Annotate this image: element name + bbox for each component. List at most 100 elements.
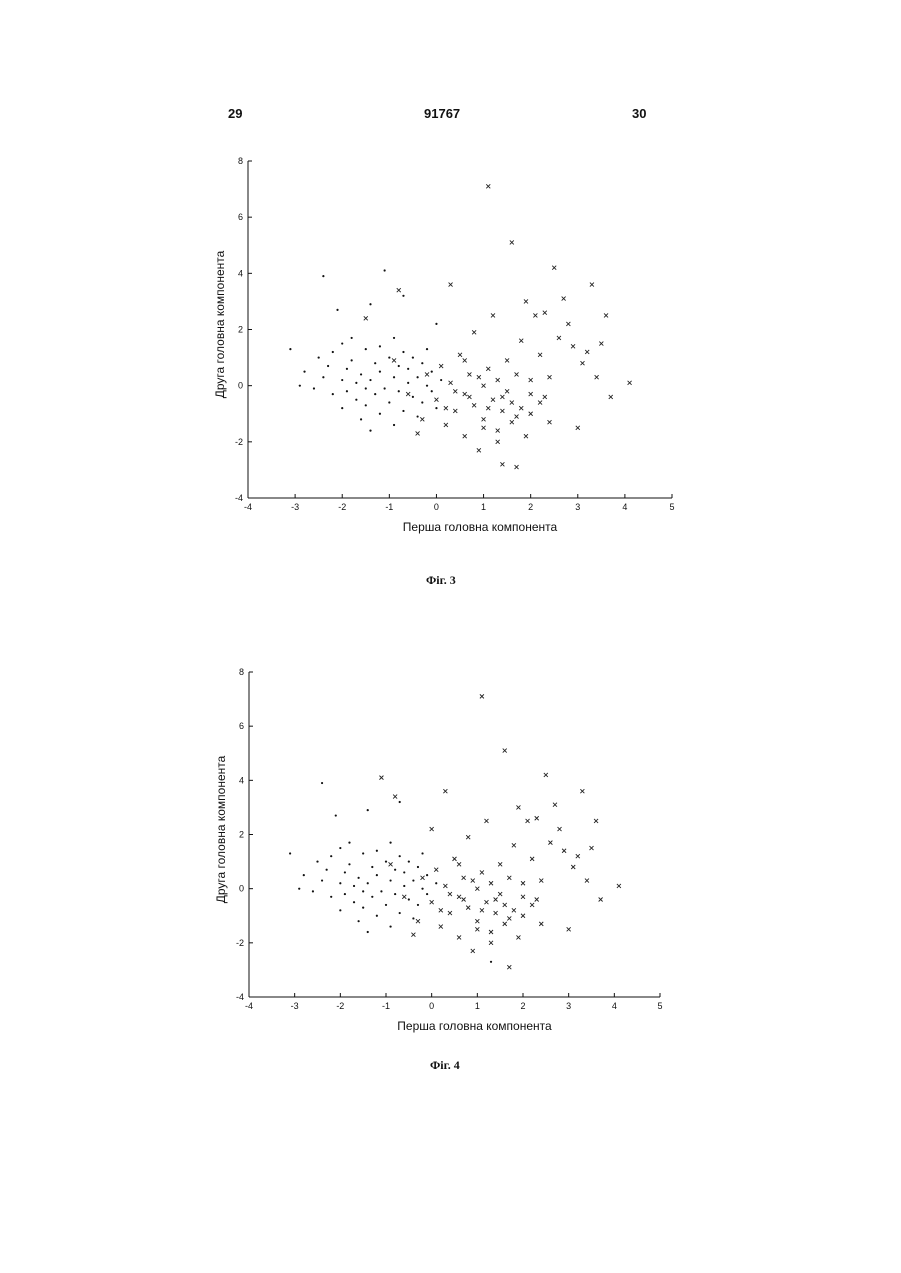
x-tick-label: -4 (245, 1001, 253, 1011)
scatter-point-cross (539, 879, 543, 883)
scatter-point-cross (507, 965, 511, 969)
scatter-point-cross (503, 749, 507, 753)
scatter-point-cross (463, 434, 467, 438)
scatter-point-cross (449, 283, 453, 287)
scatter-point-dot (417, 866, 419, 868)
scatter-point-dot (376, 915, 378, 917)
scatter-point-cross (448, 911, 452, 915)
scatter-point-dot (388, 356, 390, 358)
scatter-point-dot (346, 368, 348, 370)
scatter-point-dot (408, 898, 410, 900)
scatter-point-dot (394, 869, 396, 871)
scatter-point-cross (457, 935, 461, 939)
scatter-point-cross (594, 819, 598, 823)
x-axis-label: Перша головна компонента (397, 1019, 552, 1033)
scatter-point-cross (562, 297, 566, 301)
scatter-point-dot (367, 882, 369, 884)
scatter-point-cross (425, 372, 429, 376)
scatter-point-cross (529, 412, 533, 416)
scatter-point-cross (477, 448, 481, 452)
scatter-point-cross (434, 868, 438, 872)
y-tick-label: -4 (235, 493, 243, 503)
scatter-point-cross (515, 372, 519, 376)
scatter-point-cross (389, 862, 393, 866)
scatter-point-cross (530, 903, 534, 907)
scatter-point-cross (529, 378, 533, 382)
scatter-point-dot (298, 888, 300, 890)
scatter-point-dot (421, 888, 423, 890)
scatter-point-cross (516, 935, 520, 939)
scatter-point-dot (407, 368, 409, 370)
scatter-point-dot (376, 850, 378, 852)
scatter-point-dot (376, 874, 378, 876)
scatter-point-dot (403, 885, 405, 887)
scatter-point-cross (463, 392, 467, 396)
scatter-point-cross (590, 283, 594, 287)
scatter-point-cross (533, 313, 537, 317)
scatter-point-dot (355, 399, 357, 401)
scatter-point-cross (494, 898, 498, 902)
y-axis-label: Друга головна компонента (213, 250, 227, 398)
y-tick-label: 4 (238, 268, 243, 278)
scatter-point-dot (321, 782, 323, 784)
scatter-point-cross (411, 933, 415, 937)
scatter-point-cross (553, 803, 557, 807)
scatter-point-dot (367, 809, 369, 811)
scatter-point-dot (336, 309, 338, 311)
scatter-point-dot (371, 896, 373, 898)
scatter-point-cross (552, 266, 556, 270)
scatter-point-dot (402, 351, 404, 353)
scatter-point-cross (535, 816, 539, 820)
scatter-point-dot (346, 390, 348, 392)
x-tick-label: 2 (528, 502, 533, 512)
x-tick-label: 3 (575, 502, 580, 512)
scatter-point-dot (426, 348, 428, 350)
scatter-point-dot (385, 904, 387, 906)
x-tick-label: 1 (481, 502, 486, 512)
scatter-point-dot (339, 882, 341, 884)
scatter-point-cross (510, 240, 514, 244)
scatter-point-dot (313, 387, 315, 389)
scatter-point-dot (362, 852, 364, 854)
scatter-point-dot (412, 879, 414, 881)
scatter-point-cross (512, 843, 516, 847)
scatter-point-dot (351, 337, 353, 339)
scatter-point-dot (341, 379, 343, 381)
scatter-point-dot (322, 376, 324, 378)
scatter-point-cross (521, 881, 525, 885)
y-axis-label: Друга головна компонента (214, 755, 228, 903)
scatter-point-cross (462, 876, 466, 880)
scatter-point-dot (412, 396, 414, 398)
x-tick-label: 0 (429, 1001, 434, 1011)
scatter-point-dot (360, 418, 362, 420)
scatter-point-dot (440, 379, 442, 381)
x-tick-label: -1 (382, 1001, 390, 1011)
scatter-point-dot (299, 385, 301, 387)
figure-3-caption: Фіг. 3 (426, 573, 456, 588)
y-tick-label: -2 (236, 938, 244, 948)
scatter-point-dot (385, 860, 387, 862)
scatter-point-cross (599, 342, 603, 346)
scatter-point-dot (339, 847, 341, 849)
scatter-point-dot (389, 879, 391, 881)
scatter-point-dot (426, 874, 428, 876)
scatter-point-cross (457, 862, 461, 866)
scatter-point-cross (486, 406, 490, 410)
scatter-point-dot (374, 362, 376, 364)
scatter-point-cross (416, 919, 420, 923)
scatter-point-dot (330, 896, 332, 898)
scatter-point-cross (443, 884, 447, 888)
scatter-point-dot (353, 901, 355, 903)
scatter-point-cross (500, 395, 504, 399)
scatter-point-dot (393, 424, 395, 426)
scatter-point-cross (512, 908, 516, 912)
scatter-point-dot (318, 356, 320, 358)
scatter-point-cross (491, 313, 495, 317)
scatter-point-cross (392, 358, 396, 362)
y-tick-label: 2 (238, 325, 243, 335)
y-tick-label: 0 (238, 381, 243, 391)
scatter-point-cross (503, 922, 507, 926)
x-tick-label: 1 (475, 1001, 480, 1011)
scatter-point-cross (489, 930, 493, 934)
scatter-point-dot (351, 359, 353, 361)
